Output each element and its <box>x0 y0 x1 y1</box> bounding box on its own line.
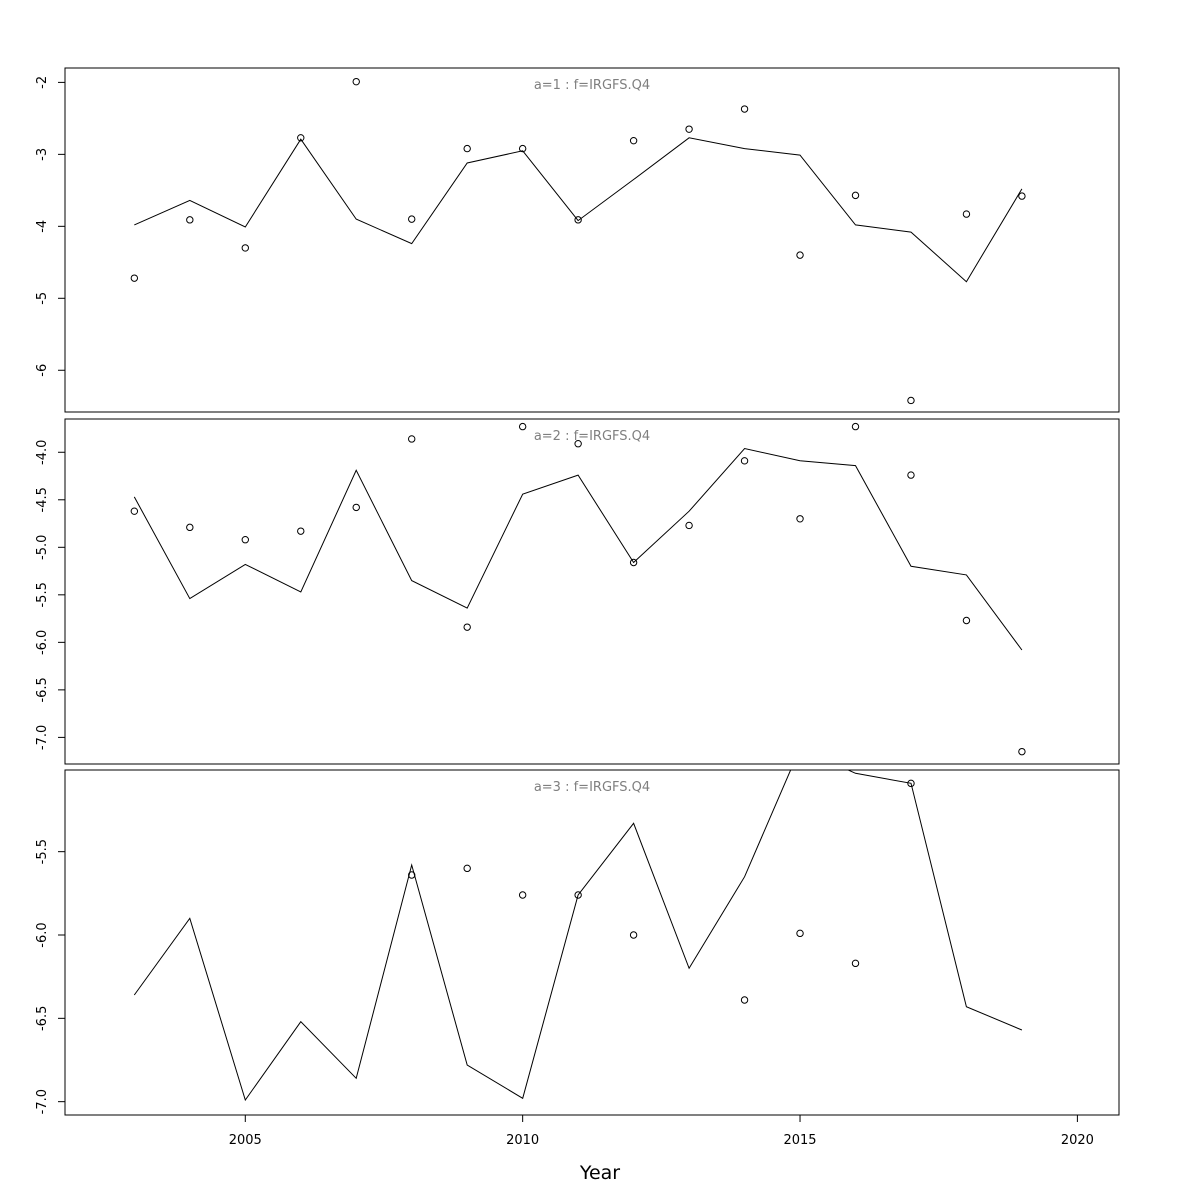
y-tick-label: -2 <box>35 76 50 89</box>
observed-point <box>463 864 471 873</box>
y-tick-label: -6.0 <box>35 630 50 655</box>
observed-point <box>518 144 527 153</box>
x-tick-label: 2005 <box>229 1133 262 1148</box>
x-tick-label: 2010 <box>506 1133 539 1148</box>
observed-point <box>962 210 971 218</box>
y-tick-label: -7.0 <box>35 1089 50 1114</box>
observed-point <box>130 507 139 515</box>
y-tick-label: -6.5 <box>35 677 50 702</box>
observed-point <box>574 440 582 448</box>
observed-point <box>574 891 582 899</box>
x-axis-label: Year <box>579 1162 620 1184</box>
observed-point <box>740 457 749 465</box>
fitted-line <box>133 447 1023 651</box>
observed-point <box>574 216 582 224</box>
observed-point <box>1018 192 1026 200</box>
observed-point <box>188 1114 192 1115</box>
y-tick-label: -7.0 <box>35 725 50 750</box>
x-tick-label: 2020 <box>1061 1133 1094 1148</box>
observed-point <box>297 134 305 142</box>
y-tick-label: -6.5 <box>35 1006 50 1031</box>
observed-point <box>130 274 139 282</box>
observed-point <box>740 996 749 1004</box>
panel-frame <box>64 769 1120 1116</box>
observed-point <box>851 422 860 431</box>
panel-title: a=1 : f=IRGFS.Q4 <box>534 78 650 93</box>
panel-data <box>130 77 1026 405</box>
observed-point <box>408 871 416 879</box>
observed-point <box>352 77 360 86</box>
y-tick-label: -5.5 <box>35 582 50 607</box>
observed-point <box>907 779 915 788</box>
observed-point <box>408 215 416 223</box>
observed-point <box>297 527 305 535</box>
observed-point <box>796 929 804 938</box>
observed-point <box>186 523 194 532</box>
panel-title: a=2 : f=IRGFS.Q4 <box>534 429 650 444</box>
fitted-line <box>133 770 1023 1102</box>
observed-point <box>408 435 416 443</box>
observed-point <box>186 216 194 224</box>
observed-point <box>907 396 915 405</box>
y-tick-label: -6 <box>35 364 50 377</box>
panels-group: a=1 : f=IRGFS.Q4 -2 -3 -4 -5 -6 a=2 : f=IRGFS.… <box>35 67 1120 1116</box>
observed-point <box>352 503 360 512</box>
panel-title: a=3 : f=IRGFS.Q4 <box>534 780 650 795</box>
observed-point <box>241 536 249 544</box>
observed-point <box>796 515 804 523</box>
observed-point <box>1018 747 1026 756</box>
y-tick-label: -5.0 <box>35 535 50 560</box>
observed-point <box>518 891 527 899</box>
observed-point <box>685 521 693 530</box>
y-tick-label: -3 <box>35 148 50 161</box>
y-tick-label: -5.5 <box>35 839 50 864</box>
observed-point <box>907 471 915 479</box>
panel-2: a=2 : f=IRGFS.Q4 -4.0 -4.5 -5.0 -5.5 -6.0 -6.5… <box>35 418 1120 765</box>
panel-frame <box>64 67 1120 413</box>
panel-1: a=1 : f=IRGFS.Q4 -2 -3 -4 -5 -6 <box>35 67 1120 413</box>
panel-data <box>133 770 1023 1115</box>
y-tick-label: -6.0 <box>35 922 50 947</box>
observed-point <box>685 125 693 133</box>
fitted-line <box>134 137 1023 283</box>
observed-point <box>629 136 638 145</box>
observed-point <box>463 623 471 631</box>
x-tick-label: 2015 <box>783 1133 816 1148</box>
y-tick-label: -5 <box>35 292 50 305</box>
panel-frame <box>64 418 1120 765</box>
y-tick-label: -4.5 <box>35 487 50 512</box>
observed-point <box>629 931 638 939</box>
panel-3: a=3 : f=IRGFS.Q4 -5.5 -6.0 -6.5 -7.0 <box>35 769 1120 1116</box>
observed-point <box>851 191 860 200</box>
y-tick-label: -4 <box>35 220 50 233</box>
observed-point <box>241 244 249 252</box>
observed-point <box>629 558 638 567</box>
observed-point <box>851 959 860 968</box>
observed-point <box>796 251 804 259</box>
observed-point <box>518 422 527 431</box>
observed-point <box>740 105 749 113</box>
y-tick-label: -4.0 <box>35 440 50 465</box>
x-axis: 2005 2010 2015 2020 <box>229 1114 1094 1148</box>
panel-data <box>130 422 1026 756</box>
observed-point <box>463 144 471 153</box>
observed-point <box>962 616 971 625</box>
